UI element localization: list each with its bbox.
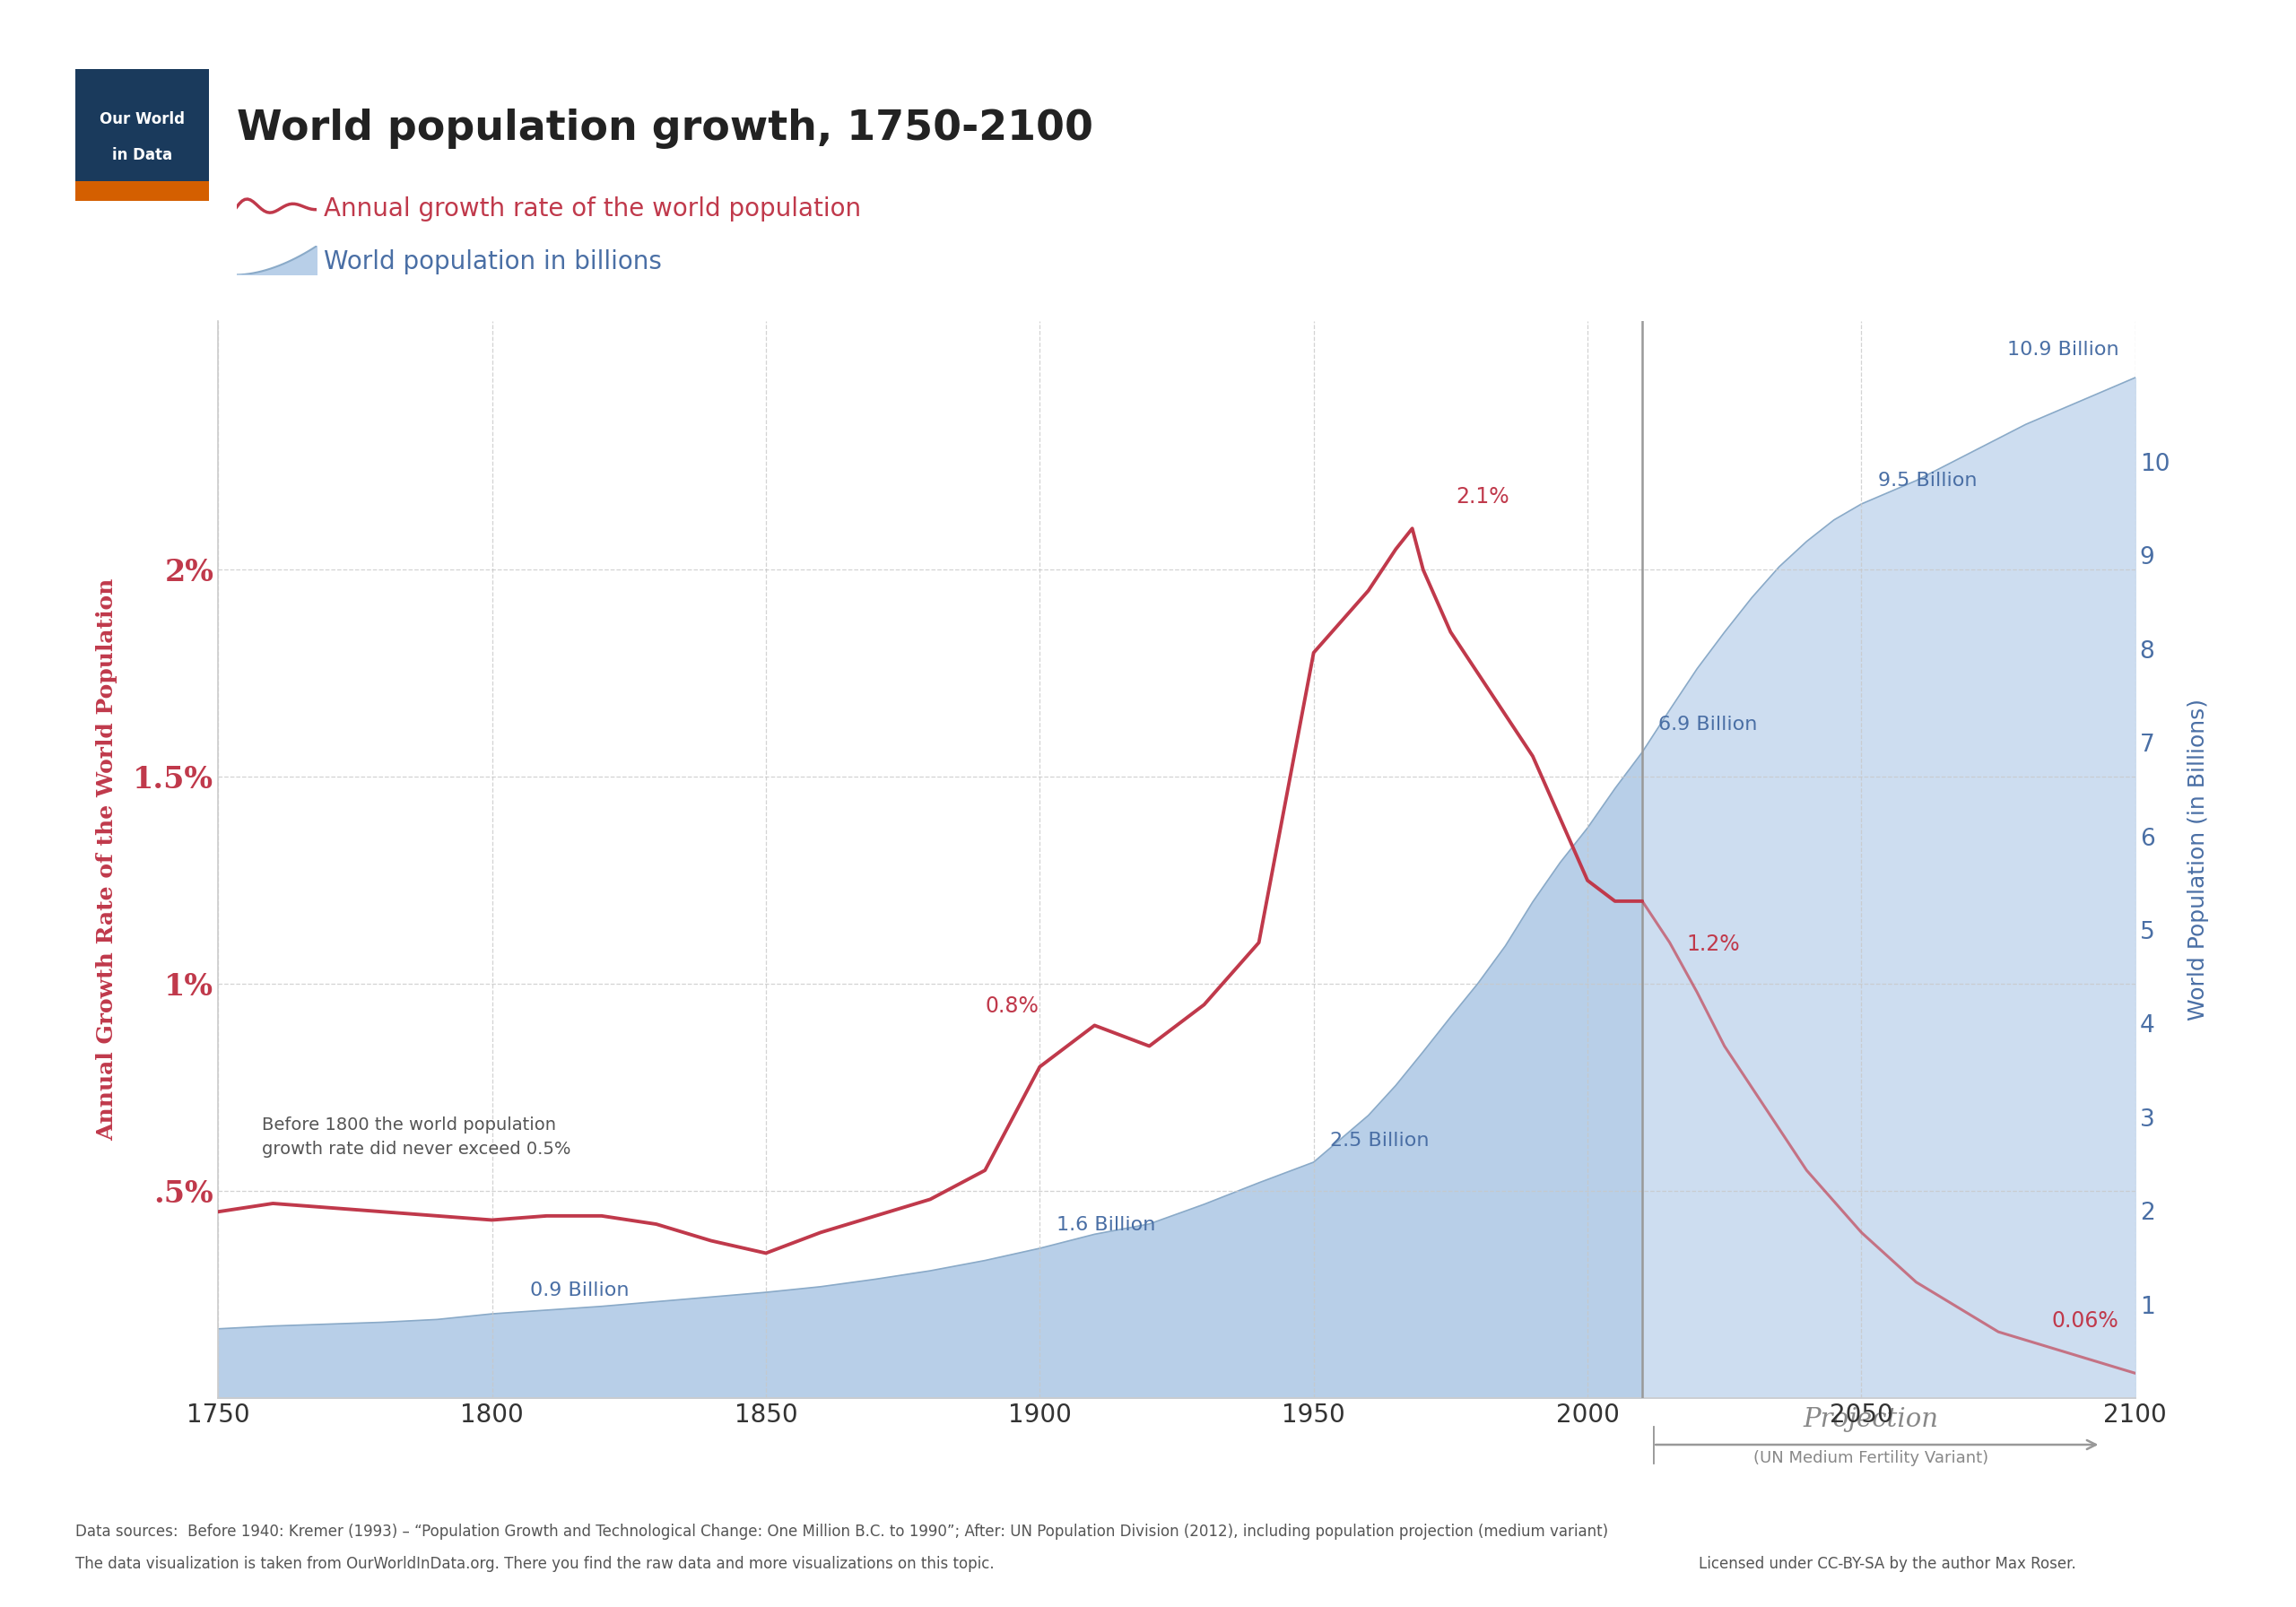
- Text: Our World: Our World: [99, 111, 186, 127]
- Text: 0.9 Billion: 0.9 Billion: [530, 1282, 629, 1300]
- Y-axis label: Annual Growth Rate of the World Population: Annual Growth Rate of the World Populati…: [96, 579, 117, 1141]
- Text: Annual growth rate of the world population: Annual growth rate of the world populati…: [324, 196, 861, 222]
- Text: (UN Medium Fertility Variant): (UN Medium Fertility Variant): [1754, 1450, 1988, 1466]
- Bar: [76, 182, 209, 201]
- Text: 9.5 Billion: 9.5 Billion: [1878, 472, 1977, 490]
- Text: The data visualization is taken from OurWorldInData.org. There you find the raw : The data visualization is taken from Our…: [76, 1556, 994, 1572]
- Text: Licensed under CC-BY-SA by the author Max Roser.: Licensed under CC-BY-SA by the author Ma…: [1699, 1556, 2076, 1572]
- Text: 0.8%: 0.8%: [985, 996, 1040, 1017]
- Text: 6.9 Billion: 6.9 Billion: [1658, 715, 1759, 733]
- Text: World population growth, 1750-2100: World population growth, 1750-2100: [236, 108, 1093, 148]
- Y-axis label: World Population (in Billions): World Population (in Billions): [2188, 699, 2209, 1020]
- Text: 2.5 Billion: 2.5 Billion: [1329, 1131, 1428, 1151]
- Text: 0.06%: 0.06%: [2053, 1310, 2119, 1332]
- Text: Projection: Projection: [1805, 1408, 1938, 1432]
- Bar: [76, 69, 209, 182]
- Text: Data sources:  Before 1940: Kremer (1993) – “Population Growth and Technological: Data sources: Before 1940: Kremer (1993)…: [76, 1523, 1609, 1540]
- Text: 1.6 Billion: 1.6 Billion: [1056, 1216, 1155, 1234]
- Text: 2.1%: 2.1%: [1456, 487, 1508, 508]
- Text: 1.2%: 1.2%: [1685, 934, 1740, 955]
- Text: in Data: in Data: [113, 146, 172, 162]
- Text: World population in billions: World population in billions: [324, 249, 661, 275]
- Text: 10.9 Billion: 10.9 Billion: [2007, 341, 2119, 358]
- Text: Before 1800 the world population
growth rate did never exceed 0.5%: Before 1800 the world population growth …: [262, 1117, 572, 1157]
